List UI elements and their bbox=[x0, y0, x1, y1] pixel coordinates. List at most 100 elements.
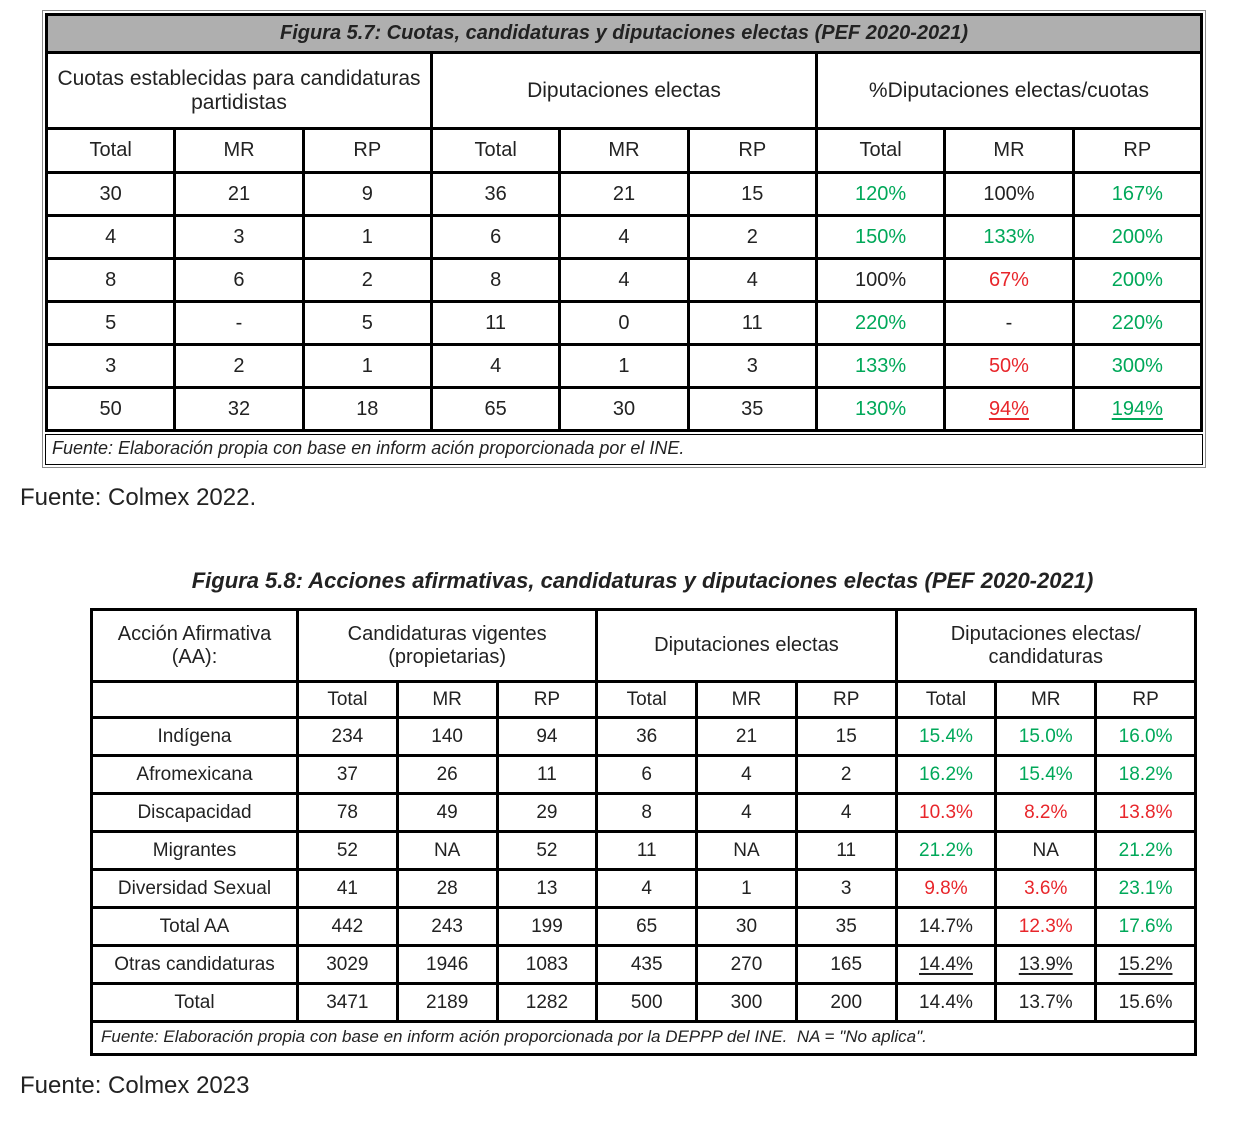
table-cell: 3 bbox=[686, 343, 818, 389]
table-cell: 5 bbox=[44, 300, 177, 346]
table-cell: 130% bbox=[814, 386, 947, 432]
table-row: Total 3471 2189 1282 500 300 200 14.4% 13.7% 15.6… bbox=[90, 982, 1197, 1023]
column-header: RP bbox=[495, 680, 599, 719]
table-cell: 9 bbox=[301, 171, 433, 217]
figura-5-7-container: Figura 5.7: Cuotas, candidaturas y diput… bbox=[42, 10, 1206, 468]
table-cell: 6 bbox=[429, 214, 562, 260]
table-cell: 36 bbox=[595, 716, 699, 757]
row-label: Migrantes bbox=[90, 830, 299, 871]
table-cell: 29 bbox=[495, 792, 599, 833]
column-header: RP bbox=[686, 127, 818, 174]
row-label: Total AA bbox=[90, 906, 299, 947]
table-cell: - bbox=[943, 300, 1075, 346]
table-cell: 6 bbox=[173, 257, 305, 303]
table-cell: 1 bbox=[695, 868, 798, 909]
table-cell: 11 bbox=[794, 830, 898, 871]
table-cell: 26 bbox=[395, 754, 499, 795]
figura-5-7-title: Figura 5.7: Cuotas, candidaturas y diput… bbox=[45, 13, 1203, 54]
table-row: 30 21 9 36 21 15 120% 100% 167% bbox=[44, 171, 1204, 217]
table-cell: 1282 bbox=[495, 982, 599, 1023]
table-cell: 21 bbox=[558, 171, 690, 217]
row-label: Otras candidaturas bbox=[90, 944, 299, 985]
column-header: MR bbox=[558, 127, 690, 174]
document-page: Figura 5.7: Cuotas, candidaturas y diput… bbox=[0, 10, 1256, 1100]
group-header: Cuotas establecidas para candidaturas pa… bbox=[45, 51, 433, 130]
table-cell: 194% bbox=[1071, 386, 1204, 432]
table-cell: 52 bbox=[495, 830, 599, 871]
column-header: Total bbox=[894, 680, 998, 719]
table-cell: 13.9% bbox=[994, 944, 1098, 985]
table-cell: 16.2% bbox=[894, 754, 998, 795]
table-cell: 6 bbox=[595, 754, 699, 795]
table-cell: 13.8% bbox=[1094, 792, 1197, 833]
table-cell: 15.0% bbox=[994, 716, 1098, 757]
table-row: Diversidad Sexual 41 28 13 4 1 3 9.8% 3.6% 23.1% bbox=[90, 868, 1197, 909]
column-header-row: Total MR RP Total MR RP Total MR RP bbox=[44, 127, 1204, 174]
table-cell: 15 bbox=[794, 716, 898, 757]
table-cell: 9.8% bbox=[894, 868, 998, 909]
table-cell: 30 bbox=[44, 171, 177, 217]
table-cell: 67% bbox=[943, 257, 1075, 303]
table-cell: 300 bbox=[695, 982, 798, 1023]
table-row: 4 3 1 6 4 2 150% 133% 200% bbox=[44, 214, 1204, 260]
column-header: Total bbox=[296, 680, 399, 719]
table-cell: 1 bbox=[558, 343, 690, 389]
column-header: Total bbox=[814, 127, 947, 174]
table-row: 3 2 1 4 1 3 133% 50% 300% bbox=[44, 343, 1204, 389]
table-row: Total AA 442 243 199 65 30 35 14.7% 12.3% 17.6% bbox=[90, 906, 1197, 947]
figura-5-8-title: Figura 5.8: Acciones afirmativas, candid… bbox=[191, 568, 1094, 593]
table-cell: 35 bbox=[794, 906, 898, 947]
table-cell: 3 bbox=[794, 868, 898, 909]
table-cell: 30 bbox=[558, 386, 690, 432]
table-cell: 1083 bbox=[495, 944, 599, 985]
table-cell: 15.2% bbox=[1094, 944, 1197, 985]
table-cell: 37 bbox=[296, 754, 399, 795]
table-row: 5-5 11 0 11 220% -220% bbox=[44, 300, 1204, 346]
row-label: Afromexicana bbox=[90, 754, 299, 795]
table-cell: 30 bbox=[695, 906, 798, 947]
table-cell: NA bbox=[994, 830, 1098, 871]
table-cell: 36 bbox=[429, 171, 562, 217]
table-cell: 28 bbox=[395, 868, 499, 909]
table-cell: 15.4% bbox=[994, 754, 1098, 795]
table-cell: 1 bbox=[301, 214, 433, 260]
table-cell: 14.4% bbox=[894, 944, 998, 985]
table-row: Discapacidad 78 49 29 8 4 4 10.3% 8.2% 13.8% bbox=[90, 792, 1197, 833]
group-header-row: Acción Afirmativa (AA): Candidaturas vig… bbox=[90, 608, 1198, 683]
table-cell: 4 bbox=[595, 868, 699, 909]
table-cell: 11 bbox=[495, 754, 599, 795]
table-cell: 0 bbox=[558, 300, 690, 346]
row-label: Indígena bbox=[90, 716, 299, 757]
table-cell: 3471 bbox=[296, 982, 399, 1023]
table-cell: 8 bbox=[44, 257, 177, 303]
table-row: Otras candidaturas 3029 1946 1083 435 270 165 1… bbox=[90, 944, 1197, 985]
table-cell: 2 bbox=[794, 754, 898, 795]
table-cell: 17.6% bbox=[1094, 906, 1197, 947]
table-cell: 120% bbox=[814, 171, 947, 217]
table-cell: 41 bbox=[296, 868, 399, 909]
table-cell: 435 bbox=[595, 944, 699, 985]
source-note-row: Fuente: Elaboración propia con base en i… bbox=[90, 1021, 1197, 1056]
table-cell: 4 bbox=[695, 754, 798, 795]
table-cell: 2189 bbox=[395, 982, 499, 1023]
table-cell: 10.3% bbox=[894, 792, 998, 833]
table-cell: 3 bbox=[44, 343, 177, 389]
table-cell: NA bbox=[395, 830, 499, 871]
table-cell: 18.2% bbox=[1094, 754, 1197, 795]
table-cell: 65 bbox=[595, 906, 699, 947]
table-cell: 4 bbox=[429, 343, 562, 389]
column-header: RP bbox=[1094, 680, 1197, 719]
row-label: Discapacidad bbox=[90, 792, 299, 833]
table-cell: 200% bbox=[1071, 214, 1204, 260]
table-cell: 11 bbox=[686, 300, 818, 346]
table-cell: 200 bbox=[794, 982, 898, 1023]
table-row: 8 6 2 8 4 4 100% 67% 200% bbox=[44, 257, 1204, 303]
table-cell: 167% bbox=[1071, 171, 1204, 217]
table-cell: 4 bbox=[695, 792, 798, 833]
table-cell: 165 bbox=[794, 944, 898, 985]
table-title-row: Figura 5.7: Cuotas, candidaturas y diput… bbox=[45, 13, 1203, 54]
group-header: Diputaciones electas bbox=[429, 51, 818, 130]
column-header: MR bbox=[943, 127, 1075, 174]
table-cell: 15.4% bbox=[894, 716, 998, 757]
table-cell: 3 bbox=[173, 214, 305, 260]
